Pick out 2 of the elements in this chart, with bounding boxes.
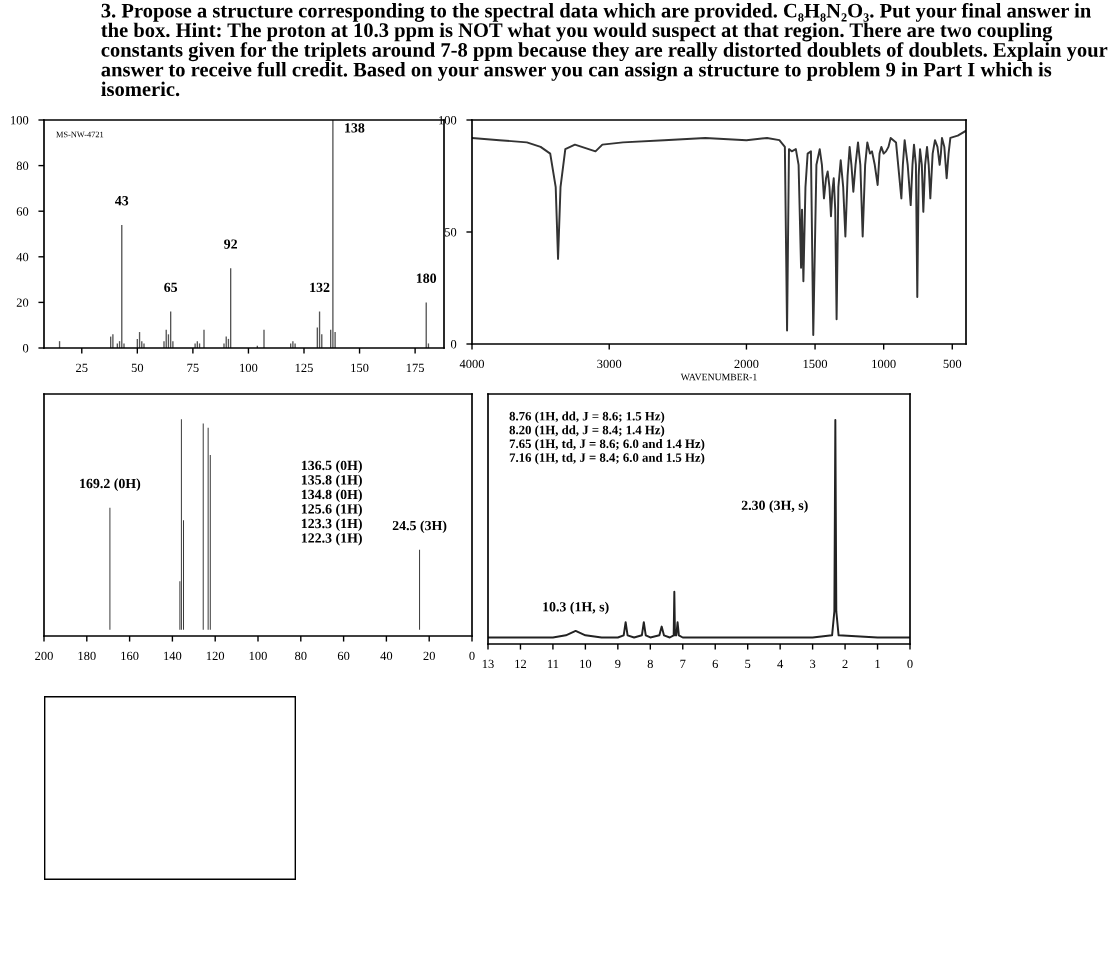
text: 3. Propose a structure corresponding to the spectral data which are provided. C₈H₈N₂O₃. Put your final answer in the box. Hint: The proton at 10.3 ppm is NOT what you would suspect at that region. There are two coupling constants given for the triplets around 7-8 ppm because they are really distorted doublets of doublets. Explain your answer to receive full credit. Based on your answer you can assign a structure to problem 9 in Part I which is isomeric. <box>101 2 1108 97</box>
line-series <box>472 130 966 337</box>
